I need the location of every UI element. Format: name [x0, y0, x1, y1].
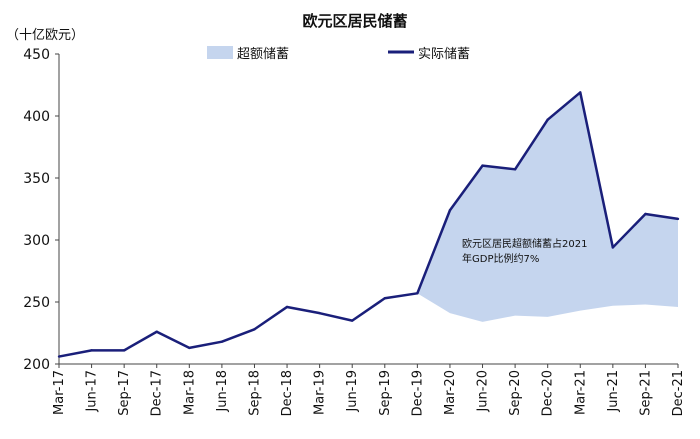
x-tick-label: Jun-17: [85, 370, 100, 413]
x-tick-label: Mar-19: [313, 370, 328, 415]
actual-savings-line: [58, 91, 679, 358]
actual-savings-point: [579, 91, 582, 94]
x-tick-label: Mar-17: [52, 370, 67, 415]
annotation-line-1: 欧元区居民超额储蓄占2021: [462, 237, 587, 250]
x-tick-label: Jun-21: [606, 370, 621, 413]
actual-savings-point: [416, 292, 419, 295]
legend-label-actual: 实际储蓄: [418, 47, 470, 62]
x-tick-label: Dec-21: [671, 370, 686, 416]
x-tick-label: Mar-20: [443, 370, 458, 415]
y-tick-label: 350: [23, 171, 50, 187]
actual-savings-point: [644, 212, 647, 216]
excess-savings-area: [417, 92, 678, 322]
actual-savings-point: [481, 164, 484, 167]
legend-label-excess: 超额储蓄: [237, 47, 289, 62]
x-tick-label: Dec-19: [410, 370, 425, 416]
actual-savings-point: [351, 319, 354, 322]
legend-swatch-excess: [207, 46, 233, 59]
y-tick-label: 300: [23, 233, 50, 249]
actual-savings-point: [285, 305, 289, 309]
actual-savings-point: [546, 118, 549, 121]
x-tick-label: Sep-20: [508, 370, 523, 416]
y-tick-label: 200: [23, 357, 50, 373]
y-unit-label: （十亿欧元）: [6, 28, 84, 43]
annotation-line-2: 年GDP比例约7%: [462, 252, 539, 265]
x-tick-label: Dec-17: [150, 370, 165, 416]
actual-savings-point: [220, 340, 224, 343]
y-tick-label: 450: [23, 47, 50, 63]
actual-savings-point: [448, 209, 452, 212]
actual-savings-point: [611, 246, 615, 249]
actual-savings-point: [90, 349, 93, 352]
actual-savings-point: [155, 330, 158, 333]
actual-savings-point: [383, 297, 386, 300]
chart-title: 欧元区居民储蓄: [302, 12, 407, 30]
y-tick-label: 400: [23, 109, 50, 125]
actual-savings-point: [676, 217, 680, 221]
x-tick-label: Jun-19: [345, 370, 360, 413]
y-tick-label: 250: [23, 295, 50, 311]
x-tick-label: Sep-17: [117, 370, 132, 416]
x-tick-label: Jun-20: [476, 370, 491, 413]
x-tick-label: Mar-21: [573, 370, 588, 415]
actual-savings-point: [188, 346, 191, 350]
x-tick-label: Dec-18: [280, 370, 295, 416]
actual-savings-point: [253, 328, 256, 331]
actual-savings-point: [318, 311, 321, 315]
actual-savings-point: [122, 349, 126, 352]
actual-savings-point: [513, 168, 517, 171]
actual-savings-point: [57, 355, 61, 358]
x-tick-label: Sep-18: [247, 370, 262, 416]
x-tick-label: Dec-20: [541, 370, 556, 416]
x-tick-label: Jun-18: [215, 370, 230, 413]
x-tick-label: Sep-21: [638, 370, 653, 416]
plot-area: 200 250 300 350 400 450 Mar-17 Jun-17 Sep-17 Dec-…: [23, 47, 686, 416]
x-tick-label: Mar-18: [182, 370, 197, 415]
legend: 超额储蓄 实际储蓄: [207, 46, 470, 62]
x-tick-label: Sep-19: [378, 370, 393, 416]
